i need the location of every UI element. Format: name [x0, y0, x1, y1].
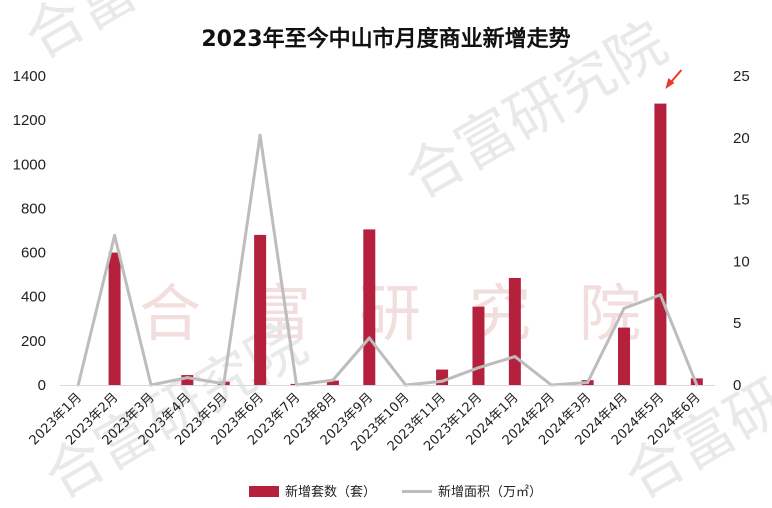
- bar-series: [108, 103, 703, 385]
- legend-label-bar: 新增套数（套）: [285, 484, 376, 500]
- y-left-tick-label: 1000: [13, 156, 46, 173]
- line-point: [331, 378, 335, 382]
- line-point: [658, 293, 662, 297]
- bar: [108, 252, 121, 385]
- line-path: [76, 133, 699, 387]
- bar: [618, 327, 631, 385]
- y-left-tick-label: 600: [21, 245, 46, 262]
- line-point: [622, 306, 626, 310]
- line-point: [586, 381, 590, 385]
- y-left-tick-label: 1400: [13, 68, 46, 85]
- y-left-tick-label: 400: [21, 289, 46, 306]
- legend: 新增套数（套） 新增面积（万㎡）: [249, 484, 542, 500]
- bar: [654, 103, 667, 385]
- line-point: [476, 366, 480, 370]
- line-point: [513, 355, 517, 359]
- chart-title: 2023年至今中山市月度商业新增走势: [201, 26, 570, 52]
- y-left-tick-label: 1200: [13, 112, 46, 129]
- y-right-tick-label: 5: [733, 315, 741, 332]
- y-axis-left: 0 200 400 600 800 1000 1200 1400: [13, 68, 46, 394]
- watermark-char: 合: [139, 277, 201, 350]
- arrow-head: [665, 78, 675, 89]
- legend-swatch-bar: [249, 486, 279, 497]
- bar: [472, 306, 485, 385]
- line-point: [258, 133, 262, 137]
- y-left-tick-label: 0: [38, 377, 46, 394]
- y-left-tick-label: 200: [21, 333, 46, 350]
- y-axis-right: 0 5 10 15 20 25: [733, 68, 750, 394]
- y-right-tick-label: 25: [733, 68, 750, 85]
- y-right-tick-label: 20: [733, 130, 750, 147]
- y-left-tick-label: 800: [21, 200, 46, 217]
- bar: [326, 380, 339, 385]
- legend-label-line: 新增面积（万㎡）: [438, 484, 542, 500]
- bar: [181, 375, 194, 385]
- line-point: [185, 376, 189, 380]
- line-point: [440, 379, 444, 383]
- bar: [508, 277, 521, 385]
- bar: [254, 234, 267, 385]
- bar: [363, 229, 376, 385]
- line-point: [222, 382, 226, 386]
- y-right-tick-label: 0: [733, 377, 741, 394]
- y-right-tick-label: 15: [733, 192, 750, 209]
- line-point: [367, 336, 371, 340]
- annotation-arrow: [665, 69, 683, 89]
- line-point: [113, 233, 117, 237]
- y-right-tick-label: 10: [733, 253, 750, 270]
